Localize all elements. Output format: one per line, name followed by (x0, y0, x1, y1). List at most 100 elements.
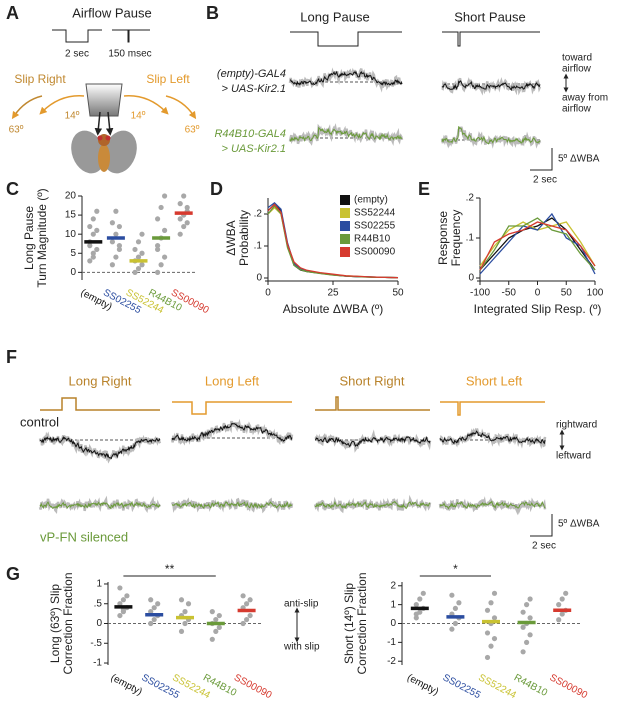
point (413, 615, 419, 621)
trace (39, 436, 161, 460)
point (132, 269, 138, 275)
y-tick-label: 0 (468, 273, 474, 284)
label: 5º ΔWBA (558, 519, 600, 530)
y-tick-label: .1 (254, 241, 263, 252)
point (155, 216, 161, 222)
trace-spread (170, 497, 294, 514)
label: away from (562, 93, 608, 104)
y-tick-label: .2 (466, 193, 475, 204)
point (162, 254, 168, 260)
point (182, 609, 188, 615)
point (117, 612, 123, 619)
point (216, 624, 222, 631)
y-axis-label: Long Pause (22, 206, 36, 270)
label: > UAS-Kir2.1 (222, 83, 287, 95)
panel-letter: A (6, 3, 19, 23)
point (213, 628, 219, 635)
axes (477, 198, 595, 282)
label: 2 sec (532, 541, 556, 552)
y-axis-label: Short (14º) Slip (342, 583, 356, 664)
point (185, 601, 192, 607)
point (155, 269, 161, 275)
point (177, 231, 183, 237)
point (116, 246, 122, 253)
point (240, 593, 246, 599)
point (113, 208, 119, 214)
panel-letter: F (6, 347, 17, 367)
point (162, 193, 168, 199)
point (488, 600, 494, 606)
point (90, 231, 96, 237)
y-axis-label: ΔWBA (224, 220, 238, 255)
point (113, 254, 119, 260)
point (182, 620, 188, 627)
legend-swatch (340, 247, 350, 257)
y-tick-label: 0 (70, 267, 76, 278)
legend-label: SS02255 (354, 221, 396, 232)
y-tick-label: 10 (65, 229, 77, 240)
series-line (267, 203, 399, 279)
point (139, 250, 145, 256)
side-label: with slip (283, 642, 320, 653)
point (155, 243, 161, 249)
axes (265, 198, 398, 282)
point (484, 630, 491, 636)
trace (439, 430, 546, 445)
point (94, 208, 100, 214)
x-tick-label: SS52244 (476, 672, 518, 701)
y-tick-label: 5 (70, 248, 76, 259)
point (135, 265, 142, 272)
trace-spread (440, 126, 542, 149)
x-tick-label: -50 (502, 288, 517, 299)
point (135, 254, 142, 260)
title: Short Left (466, 373, 523, 388)
panel-letter: C (6, 179, 19, 199)
point (155, 246, 161, 253)
point (491, 635, 498, 642)
point (94, 227, 100, 233)
trace (39, 500, 161, 510)
stimulus (442, 31, 540, 47)
title: Short Pause (454, 9, 526, 24)
point (244, 616, 250, 623)
point (148, 597, 154, 603)
point (559, 611, 565, 617)
y-tick-label: 0 (256, 273, 262, 284)
point (556, 602, 562, 608)
legend-label: (empty) (354, 195, 388, 206)
point (449, 592, 455, 598)
x-tick-label: R44B10 (512, 672, 549, 699)
label: airflow (562, 64, 592, 75)
label: 5º ΔWBA (558, 154, 600, 165)
point (491, 590, 498, 596)
point (117, 585, 123, 591)
stimulus (315, 396, 430, 411)
y-axis-label: Turn Magnitude (º) (35, 188, 49, 287)
y-axis-label: Long (63º) Slip (48, 584, 62, 663)
x-tick-label: 0 (535, 288, 541, 299)
legend-swatch (340, 221, 350, 231)
label: 63º (185, 125, 200, 136)
label: toward (562, 53, 592, 64)
y-tick-label: 0 (390, 618, 396, 629)
label: 150 msec (108, 49, 151, 60)
point (244, 601, 250, 607)
legend-label: SS00090 (354, 247, 396, 258)
y-tick-label: .1 (466, 233, 475, 244)
point (559, 596, 565, 602)
y-tick-label: 0 (96, 618, 102, 629)
point (87, 258, 93, 264)
legend-label: R44B10 (354, 234, 391, 245)
trace (314, 435, 431, 448)
point (162, 227, 168, 233)
trace-spread (441, 76, 542, 96)
label: 14º (65, 111, 80, 122)
point (247, 597, 253, 603)
trace (314, 500, 431, 510)
trace-spread (38, 431, 162, 464)
point (247, 612, 253, 619)
point (527, 596, 533, 602)
point (209, 636, 215, 642)
y-tick-label: 2 (390, 580, 396, 591)
